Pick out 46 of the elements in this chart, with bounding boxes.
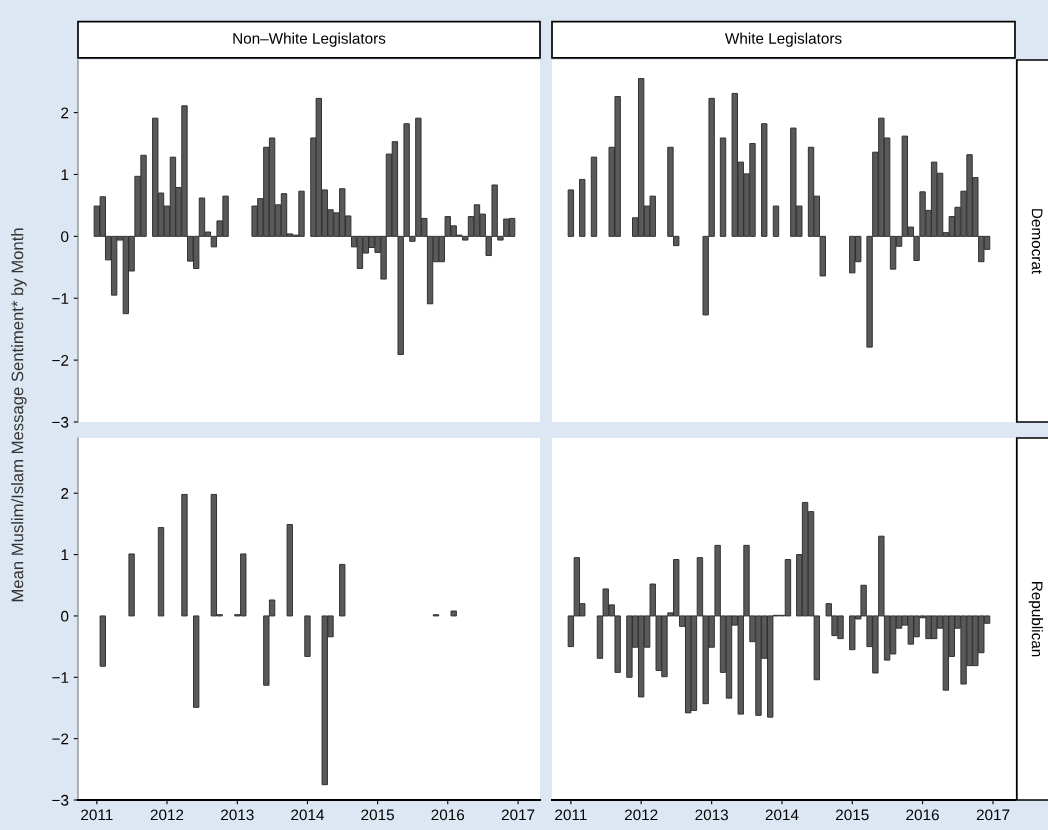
y-axis-title: Mean Muslim/Islam Message Sentiment* by Month [11, 228, 27, 602]
y-tick-label: −1 [52, 293, 69, 304]
x-tick-label: 2016 [431, 809, 465, 821]
y-tick-label: −2 [52, 733, 69, 745]
x-tick-label: 2017 [501, 809, 535, 821]
chart-title: White Legislators [724, 32, 842, 47]
bar [590, 156, 598, 237]
text: Republican [1028, 582, 1043, 657]
bar [304, 615, 311, 657]
text: Democrat [1031, 209, 1043, 274]
bar [772, 205, 780, 237]
y-tick-label: −2 [52, 354, 69, 366]
x-tick-label: 2015 [361, 809, 394, 821]
chart-title: Non–White Legislators [233, 32, 386, 47]
bar [761, 123, 768, 237]
x-tick-label: 2011 [81, 809, 113, 821]
x-tick-label: 2013 [221, 809, 254, 821]
y-tick-label: 1 [61, 549, 69, 561]
bar [286, 524, 293, 617]
x-tick-label: 2016 [906, 809, 939, 821]
y-tick-label: −1 [52, 672, 69, 683]
bar [339, 563, 346, 617]
x-tick-label: 2015 [836, 809, 869, 821]
bar [193, 615, 200, 708]
bar [128, 553, 135, 617]
bar [181, 493, 188, 617]
bar [157, 527, 165, 617]
y-tick-label: 2 [61, 488, 69, 499]
bar [99, 615, 106, 667]
bar [579, 178, 586, 237]
bar [567, 189, 575, 237]
bar [450, 610, 457, 617]
y-tick-label: 1 [61, 169, 69, 181]
y-tick-label: −3 [52, 794, 69, 806]
y-tick-label: 0 [61, 231, 69, 243]
x-tick-label: 2014 [765, 809, 799, 821]
y-tick-label: 2 [61, 107, 69, 119]
x-tick-label: 2014 [291, 809, 325, 821]
x-tick-label: 2017 [976, 809, 1010, 821]
x-tick-label: 2011 [555, 809, 587, 821]
y-tick-label: 0 [61, 610, 69, 622]
y-tick-label: −3 [52, 416, 69, 428]
x-tick-label: 2013 [695, 809, 728, 821]
bar [719, 137, 727, 237]
x-tick-label: 2012 [150, 809, 184, 821]
x-tick-label: 2012 [624, 809, 658, 821]
